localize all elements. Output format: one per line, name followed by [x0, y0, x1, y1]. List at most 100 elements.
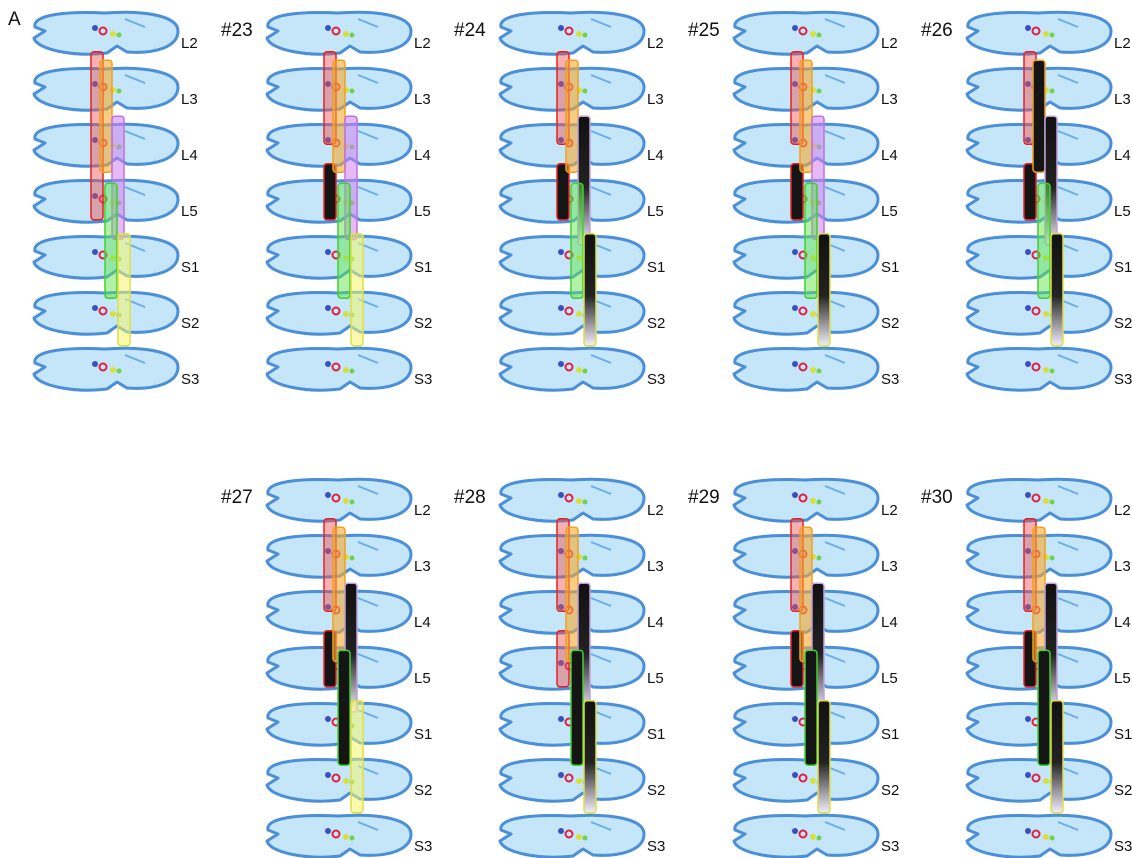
- panel-label: #24: [454, 20, 486, 41]
- slice-line: [1057, 186, 1079, 196]
- nucleus: [564, 773, 574, 783]
- level-label: S1: [414, 259, 432, 276]
- nucleus: [810, 367, 816, 373]
- nucleus: [1049, 835, 1055, 841]
- nucleus: [1031, 362, 1041, 372]
- nucleus: [576, 834, 582, 840]
- nucleus: [816, 32, 822, 38]
- slice-line: [824, 597, 846, 607]
- nucleus: [1031, 493, 1041, 503]
- nucleus: [325, 772, 331, 778]
- nucleus: [92, 193, 98, 199]
- slice-line: [124, 354, 146, 364]
- nucleus: [325, 604, 331, 610]
- nucleus: [582, 368, 588, 374]
- nucleus: [564, 829, 574, 839]
- panel: L2 L3 L4 L5 S1 S2 S3 #26: [921, 10, 1132, 392]
- nucleus: [576, 31, 582, 37]
- slice-line: [357, 541, 379, 551]
- nucleus: [98, 306, 108, 316]
- nucleus: [92, 137, 98, 143]
- nucleus: [810, 834, 816, 840]
- level-label: L2: [414, 502, 431, 519]
- nucleus: [343, 367, 349, 373]
- column: [804, 182, 818, 299]
- nucleus: [92, 305, 98, 311]
- level-label: L3: [647, 558, 664, 575]
- level-label: L2: [647, 502, 664, 519]
- nucleus: [558, 772, 564, 778]
- nucleus: [331, 829, 341, 839]
- slice-line: [1057, 653, 1079, 663]
- nucleus: [98, 362, 108, 372]
- level-label: L3: [414, 558, 431, 575]
- panel: L2 L3 L4 L5 S1 S2 S3 #27: [221, 477, 432, 858]
- slice-line: [590, 821, 612, 831]
- nucleus: [325, 716, 331, 722]
- nucleus: [1025, 305, 1031, 311]
- column: [799, 59, 813, 173]
- column: [104, 182, 118, 299]
- level-label: L5: [647, 670, 664, 687]
- slice-line: [590, 541, 612, 551]
- slice-line: [1057, 130, 1079, 140]
- panel-label: #25: [688, 20, 720, 41]
- nucleus: [582, 32, 588, 38]
- slice-line: [357, 653, 379, 663]
- slice-line: [124, 130, 146, 140]
- column: [817, 700, 831, 814]
- column: [323, 163, 337, 221]
- level-label: S2: [414, 782, 432, 799]
- column: [332, 526, 346, 663]
- level-label: S3: [1114, 838, 1132, 855]
- level-label: S2: [414, 315, 432, 332]
- slice-line: [824, 130, 846, 140]
- column: [570, 649, 584, 766]
- nucleus: [792, 249, 798, 255]
- nucleus: [1049, 499, 1055, 505]
- column: [556, 163, 570, 221]
- nucleus: [343, 498, 349, 504]
- nucleus: [798, 306, 808, 316]
- level-label: L3: [1114, 91, 1131, 108]
- column: [817, 233, 831, 347]
- nucleus: [349, 835, 355, 841]
- column: [565, 59, 579, 173]
- level-label: L5: [181, 203, 198, 220]
- column: [350, 700, 364, 814]
- column: [1032, 526, 1046, 663]
- nucleus: [1049, 555, 1055, 561]
- level-label: S2: [1114, 782, 1132, 799]
- nucleus: [810, 498, 816, 504]
- level-label: L4: [1114, 614, 1131, 631]
- nucleus: [331, 493, 341, 503]
- column: [350, 233, 364, 347]
- level-label: L3: [881, 91, 898, 108]
- level-label: L5: [1114, 203, 1131, 220]
- column: [99, 59, 113, 173]
- level-label: S2: [1114, 315, 1132, 332]
- level-label: L4: [881, 147, 898, 164]
- nucleus: [792, 361, 798, 367]
- nucleus: [810, 31, 816, 37]
- level-label: L5: [881, 670, 898, 687]
- nucleus: [1025, 361, 1031, 367]
- nucleus: [816, 835, 822, 841]
- nucleus: [325, 137, 331, 143]
- level-label: S2: [647, 315, 665, 332]
- nucleus: [792, 828, 798, 834]
- nucleus: [558, 828, 564, 834]
- nucleus: [558, 492, 564, 498]
- nucleus: [1043, 778, 1049, 784]
- panel-label: #29: [688, 487, 720, 508]
- level-label: L2: [881, 502, 898, 519]
- nucleus: [1025, 772, 1031, 778]
- level-label: L3: [181, 91, 198, 108]
- level-label: L2: [1114, 35, 1131, 52]
- slice-line: [357, 485, 379, 495]
- nucleus: [798, 829, 808, 839]
- slice-line: [590, 18, 612, 28]
- nucleus: [1025, 492, 1031, 498]
- nucleus: [558, 25, 564, 31]
- slice-line: [1057, 541, 1079, 551]
